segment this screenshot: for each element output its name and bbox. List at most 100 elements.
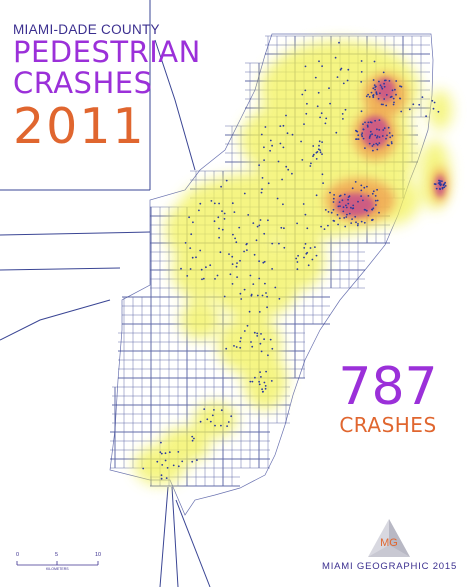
crash-point <box>261 388 263 391</box>
crash-point <box>219 251 222 254</box>
crash-point <box>385 94 388 96</box>
crash-point <box>270 380 273 382</box>
crash-point <box>351 207 354 210</box>
crash-point <box>335 131 338 134</box>
crash-point <box>379 92 381 95</box>
mg-triangle-logo-icon: MG <box>368 519 410 557</box>
crash-points <box>142 41 447 480</box>
crash-point <box>332 197 335 200</box>
crash-point <box>323 228 326 231</box>
crash-point <box>314 76 317 79</box>
crash-point <box>344 225 347 228</box>
crash-point <box>249 380 252 383</box>
crash-point <box>246 324 249 327</box>
crash-point <box>206 418 209 421</box>
crash-point <box>375 142 378 145</box>
crash-point <box>385 137 387 140</box>
crash-point <box>382 129 385 131</box>
crash-point <box>367 121 370 124</box>
crash-point <box>354 181 357 183</box>
crash-point <box>248 310 251 313</box>
crash-point <box>172 464 175 467</box>
crash-point <box>310 162 312 165</box>
crash-point <box>348 212 351 215</box>
crash-point <box>227 421 230 423</box>
crash-point <box>317 148 320 151</box>
crash-point <box>235 241 238 244</box>
crash-point <box>201 278 203 281</box>
crash-point <box>164 459 167 462</box>
crash-point <box>282 203 284 206</box>
crash-point <box>263 260 266 263</box>
crash-point <box>444 185 447 187</box>
crash-point <box>260 350 263 353</box>
crash-point <box>271 144 273 147</box>
crash-point <box>160 452 163 455</box>
crash-point <box>338 217 341 220</box>
crash-point <box>337 205 340 208</box>
crash-point <box>230 415 233 418</box>
crash-point <box>177 451 180 453</box>
crash-point <box>271 242 274 245</box>
crash-point <box>381 87 384 90</box>
crash-point <box>199 202 202 205</box>
crash-point <box>191 439 194 442</box>
crash-point <box>368 96 371 98</box>
crash-point <box>263 146 265 149</box>
crash-point <box>362 128 365 131</box>
crash-point <box>364 121 366 124</box>
crash-point <box>371 133 373 136</box>
crash-point <box>366 185 368 188</box>
crash-point <box>239 340 242 343</box>
crash-point <box>263 159 265 162</box>
scale-unit: KILOMETERS <box>46 567 69 571</box>
crash-point <box>279 142 282 145</box>
crash-point <box>369 130 372 133</box>
crash-point <box>328 87 330 90</box>
crash-point <box>264 385 267 387</box>
crash-point <box>213 220 216 223</box>
crash-point <box>177 465 180 468</box>
crash-point <box>356 224 359 227</box>
crash-point <box>245 243 248 246</box>
crash-point <box>347 202 350 205</box>
crash-point <box>240 298 243 300</box>
crash-point <box>318 144 320 147</box>
crash-point <box>223 295 226 298</box>
crash-point <box>231 283 234 285</box>
crash-point <box>256 225 259 228</box>
crash-point <box>250 294 253 297</box>
crash-point <box>372 149 374 152</box>
crash-point <box>238 226 241 229</box>
crash-point <box>232 233 234 236</box>
crash-point <box>278 297 281 300</box>
crash-point <box>253 331 256 334</box>
crash-point <box>259 371 261 373</box>
crash-point <box>305 252 308 255</box>
crash-point <box>321 141 323 144</box>
crash-point <box>303 256 305 259</box>
crash-point <box>218 227 220 230</box>
crash-point <box>216 274 219 277</box>
crash-point <box>286 132 289 135</box>
crash-point <box>439 181 441 184</box>
crash-point <box>261 294 264 297</box>
crash-point <box>199 420 202 423</box>
crash-point <box>383 79 386 82</box>
crash-point <box>269 139 272 142</box>
crash-point <box>376 135 379 138</box>
crash-point <box>247 214 250 216</box>
crash-point <box>390 141 393 143</box>
crash-point <box>243 330 246 332</box>
crash-point <box>366 125 369 128</box>
crash-point <box>309 165 312 167</box>
crash-point <box>160 441 162 444</box>
crash-point <box>369 135 371 138</box>
crash-point <box>343 193 346 196</box>
title-county: MIAMI-DADE COUNTY <box>13 22 160 37</box>
crash-point <box>433 101 436 104</box>
crash-point <box>276 197 279 200</box>
crash-point <box>418 103 421 106</box>
crash-point <box>252 283 255 285</box>
